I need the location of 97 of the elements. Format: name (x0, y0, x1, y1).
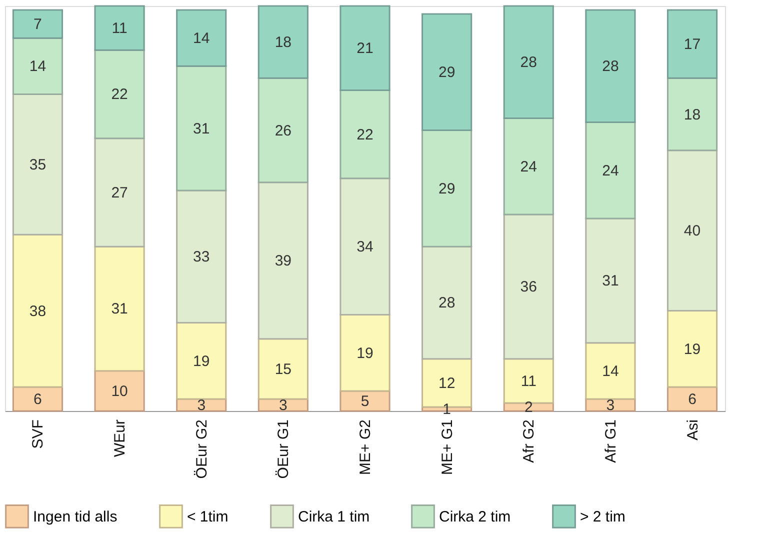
bar (340, 178, 390, 316)
bar (176, 190, 227, 324)
data-label: 5 (360, 392, 370, 410)
bar (585, 122, 636, 220)
data-label: 26 (274, 122, 292, 140)
data-label: 22 (111, 86, 128, 104)
data-label: 19 (356, 344, 374, 362)
x-tick-label: ÖEur G1 (275, 420, 292, 479)
x-tick-label: ME+ G1 (438, 420, 456, 475)
bar (666, 150, 718, 312)
data-label: 33 (193, 248, 210, 266)
bar (666, 77, 718, 152)
data-label: 3 (606, 396, 615, 414)
data-label: 28 (520, 54, 537, 72)
x-tick-label: Afr G1 (602, 420, 620, 463)
bar (12, 386, 64, 412)
data-label: 3 (279, 396, 288, 414)
bar (176, 9, 227, 67)
bar (666, 9, 718, 79)
data-label: 2 (524, 398, 533, 416)
bar (12, 9, 64, 39)
data-label: 29 (438, 180, 456, 198)
data-label: 11 (520, 372, 536, 390)
data-label: 21 (356, 40, 374, 58)
bar (422, 13, 472, 132)
legend-label: Cirka 1 tim (298, 508, 370, 526)
bar (176, 322, 227, 400)
bar (503, 5, 554, 120)
bar (666, 386, 718, 412)
data-label: 14 (193, 30, 210, 48)
bar (585, 9, 636, 124)
bar (340, 390, 390, 412)
data-label: 6 (34, 390, 42, 408)
data-label: 36 (520, 278, 537, 296)
data-label: 35 (29, 156, 46, 174)
data-label: 24 (602, 162, 619, 180)
bar (176, 65, 227, 192)
bar (94, 49, 145, 140)
x-tick-label: WEur (112, 419, 129, 457)
bar (94, 246, 145, 372)
data-label: 31 (111, 300, 128, 318)
bar (94, 5, 145, 51)
x-tick-label: ÖEur G2 (193, 420, 210, 479)
data-label: 22 (356, 126, 374, 144)
bar (12, 234, 64, 388)
data-label: 27 (111, 184, 128, 202)
bar (258, 182, 308, 340)
data-label: 15 (274, 360, 292, 378)
bar (12, 37, 64, 95)
bar (258, 338, 308, 400)
data-label: 10 (111, 382, 128, 400)
data-label: 19 (684, 340, 701, 358)
data-label: 40 (684, 222, 701, 240)
bar (258, 77, 308, 184)
data-label: 14 (29, 58, 46, 76)
data-label: 28 (602, 58, 619, 76)
bar (340, 5, 390, 91)
bar (340, 89, 390, 180)
x-tick-label: Afr G2 (520, 420, 538, 463)
data-label: 6 (688, 390, 696, 408)
data-label: 34 (356, 238, 374, 256)
legend-label: > 2 tim (580, 508, 626, 526)
bar (503, 214, 554, 360)
bar (503, 118, 554, 216)
bar (94, 138, 145, 248)
data-label: 14 (602, 362, 619, 380)
data-label: 18 (684, 106, 701, 124)
data-label: 7 (34, 16, 42, 34)
data-label: 38 (29, 302, 46, 320)
bar (94, 370, 145, 412)
bar (422, 246, 472, 360)
data-label: 29 (438, 64, 456, 82)
bar (585, 218, 636, 344)
bar (12, 93, 64, 236)
data-label: 11 (112, 20, 128, 38)
data-label: 1 (442, 400, 451, 418)
bar (585, 342, 636, 400)
data-label: 31 (602, 272, 619, 290)
bar (666, 310, 718, 388)
data-label: 28 (438, 294, 456, 312)
x-tick-label: Asi (684, 420, 702, 440)
data-label: 3 (197, 396, 206, 414)
bar (258, 5, 308, 79)
data-label: 19 (193, 352, 210, 370)
data-label: 31 (193, 120, 210, 138)
data-label: 39 (274, 252, 292, 270)
x-tick-label: SVF (30, 420, 47, 449)
data-label: 12 (438, 374, 456, 392)
data-label: 18 (274, 34, 292, 52)
data-label: 17 (684, 36, 701, 54)
legend-label: < 1tim (187, 508, 228, 526)
data-label: 24 (520, 158, 537, 176)
x-tick-label: ME+ G2 (357, 420, 374, 475)
legend-label: Cirka 2 tim (439, 508, 511, 526)
bar (340, 314, 390, 392)
bar (422, 130, 472, 248)
legend-label: Ingen tid alls (33, 508, 118, 526)
